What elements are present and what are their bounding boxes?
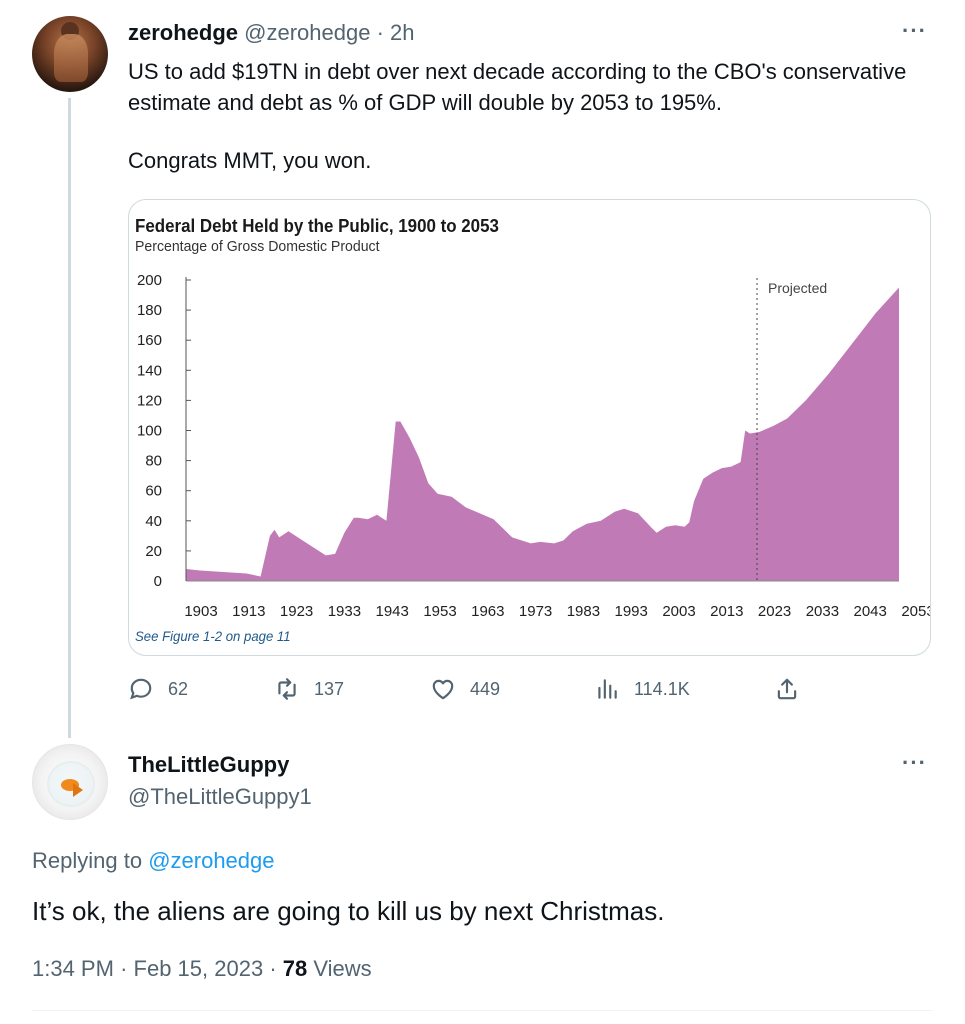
y-tick-label: 200 [137,272,162,289]
x-tick-label: 1943 [376,603,409,620]
reply-text: It’s ok, the aliens are going to kill us… [32,896,665,926]
y-tick-label: 120 [137,392,162,409]
tweet-actions: 62 137 449 114.1K [128,676,808,706]
reply-time[interactable]: 1:34 PM [32,956,114,981]
debt-area-series [186,287,899,581]
y-tick-label: 0 [154,573,162,590]
reply-count: 62 [168,678,189,699]
x-tick-label: 1973 [519,603,552,620]
x-tick-label: 2053 [901,603,931,620]
share-icon [777,678,797,700]
x-tick-label: 1963 [471,603,504,620]
y-tick-label: 160 [137,332,162,349]
replying-to-mention-link[interactable]: @zerohedge [148,848,275,873]
chart-title: Federal Debt Held by the Public, 1900 to… [135,216,499,236]
reply-date[interactable]: Feb 15, 2023 [133,956,264,981]
tweet-header: zerohedge @zerohedge · 2h [128,20,415,46]
reply-author-name[interactable]: TheLittleGuppy [128,752,290,777]
divider [32,1010,932,1011]
tweet-text-line2: Congrats MMT, you won. [128,148,372,173]
projected-label: Projected [768,280,827,296]
reply-meta: 1:34 PM · Feb 15, 2023 · 78 Views [32,956,372,982]
reply-avatar[interactable] [32,744,108,820]
separator: · [376,20,384,45]
views-count: 114.1K [634,678,690,699]
like-button[interactable]: 449 [430,676,500,702]
author-handle[interactable]: @zerohedge [244,20,371,45]
views-button[interactable]: 114.1K [594,676,690,702]
like-icon [432,679,454,700]
reply-views-label: Views [313,956,372,981]
goldfish-tail-shape [73,783,83,797]
x-tick-label: 2003 [662,603,695,620]
x-tick-label: 1903 [184,603,217,620]
reply-author-handle[interactable]: @TheLittleGuppy1 [128,784,312,809]
x-tick-label: 2043 [854,603,887,620]
x-tick-label: 2033 [806,603,839,620]
y-tick-label: 80 [145,453,162,470]
tweet-media-chart[interactable]: Federal Debt Held by the Public, 1900 to… [128,199,931,656]
retweet-count: 137 [314,678,345,699]
reply-icon [130,678,152,700]
x-tick-label: 1953 [423,603,456,620]
y-tick-label: 140 [137,362,162,379]
tweet-time[interactable]: 2h [390,20,415,45]
thread-connector-line [68,98,71,738]
meta-separator: · [120,956,128,981]
y-tick-label: 60 [145,483,162,500]
like-count: 449 [470,678,501,699]
x-tick-label: 1993 [615,603,648,620]
retweet-button[interactable]: 137 [274,676,344,702]
reply-more-options-button[interactable]: ··· [902,750,927,775]
reply-views-count: 78 [282,956,308,981]
x-tick-label: 1913 [232,603,265,620]
more-options-button[interactable]: ··· [902,18,927,43]
chart-footnote: See Figure 1-2 on page 11 [135,628,291,644]
views-icon [598,679,617,699]
y-tick-label: 20 [145,543,162,560]
author-name[interactable]: zerohedge [128,20,239,45]
tweet-text: US to add $19TN in debt over next decade… [128,59,907,115]
x-tick-label: 1983 [567,603,600,620]
avatar[interactable] [32,16,108,92]
replying-prefix: Replying to [32,848,149,873]
replying-to: Replying to @zerohedge [32,848,275,874]
y-tick-label: 100 [137,423,162,440]
y-tick-label: 40 [145,513,162,530]
chart-subtitle: Percentage of Gross Domestic Product [135,238,380,255]
avatar-torso-shape [54,34,88,82]
x-tick-label: 2013 [710,603,743,620]
x-tick-label: 1933 [328,603,361,620]
x-tick-label: 1923 [280,603,313,620]
retweet-icon [278,678,296,700]
y-tick-label: 180 [137,302,162,319]
x-tick-label: 2023 [758,603,791,620]
share-button[interactable] [774,676,814,702]
reply-button[interactable]: 62 [128,676,188,702]
meta-separator: · [269,956,277,981]
